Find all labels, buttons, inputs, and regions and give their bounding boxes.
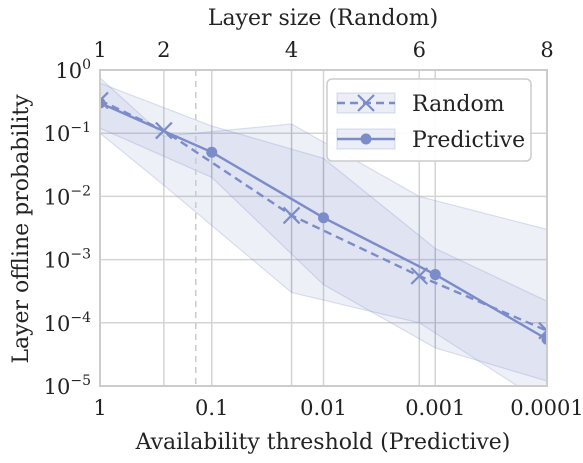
- x-bottom-tick-label: 0.0001: [510, 396, 583, 420]
- x-bottom-tick-label: 1: [93, 396, 106, 420]
- x-bottom-tick-label: 0.01: [300, 396, 347, 420]
- x-top-tick-label: 2: [157, 38, 170, 62]
- data-point-predictive: [206, 146, 218, 158]
- x-top-tick-label: 4: [285, 38, 298, 62]
- x-bottom-tick-label: 0.1: [195, 396, 228, 420]
- data-point-random: [410, 267, 429, 285]
- legend-label: Random: [412, 92, 505, 117]
- legend-item-predictive: Predictive: [336, 128, 525, 153]
- x-axis-top-title: Layer size (Random): [208, 6, 438, 31]
- x-axis-bottom-title: Availability threshold (Predictive): [135, 430, 511, 455]
- legend-box: [326, 78, 532, 162]
- legend: Random Predictive: [326, 78, 532, 162]
- data-point-random: [282, 206, 301, 225]
- legend-label: Predictive: [412, 128, 525, 153]
- legend-marker: [357, 94, 375, 112]
- data-point-predictive: [429, 269, 441, 281]
- y-axis-title: Layer offline probability: [9, 94, 34, 364]
- y-tick-label: 10−1: [44, 120, 91, 146]
- x-top-tick-label: 8: [540, 38, 553, 62]
- x-top-tick-label: 6: [413, 38, 426, 62]
- x-top-tick-label: 1: [93, 38, 106, 62]
- data-point-predictive: [318, 212, 329, 224]
- legend-marker: [360, 133, 372, 145]
- x-bottom-tick-label: 0.001: [405, 396, 465, 420]
- y-tick-label: 100: [55, 57, 91, 83]
- data-point-predictive: [541, 333, 547, 345]
- data-point-predictive: [100, 97, 106, 109]
- y-tick-label: 10−4: [44, 310, 91, 336]
- y-tick-label: 10−5: [44, 373, 91, 399]
- y-tick-label: 10−3: [44, 247, 91, 273]
- y-tick-label: 10−2: [44, 183, 91, 209]
- plot-frame: [99, 69, 548, 387]
- series-lines: [100, 91, 547, 345]
- legend-item-random: Random: [336, 92, 505, 117]
